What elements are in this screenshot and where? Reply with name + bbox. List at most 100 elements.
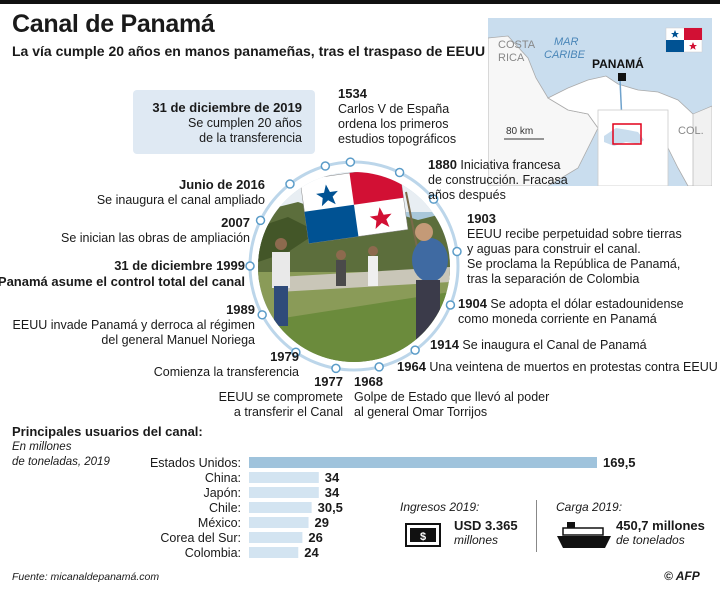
income-stat: Ingresos 2019: [400, 500, 479, 514]
event-1989: 1989 EEUU invade Panamá y derroca al rég… [13, 302, 255, 348]
event-2016: Junio de 2016 Se inaugura el canal ampli… [97, 177, 265, 208]
bar-category-label: México: [198, 516, 241, 530]
event-text: Se inaugura el Canal de Panamá [462, 338, 647, 352]
stats-divider [536, 500, 537, 552]
panama-flag-icon [665, 27, 703, 53]
map-scale-label: 80 km [506, 126, 533, 137]
map-colombia [692, 105, 712, 186]
map-label-caribe: CARIBE [544, 49, 586, 61]
timeline-dot [410, 345, 420, 355]
source-note: Fuente: micanaldepanamá.com [12, 571, 160, 583]
map-city-marker [618, 73, 626, 81]
cargo-unit: de tonelados [616, 533, 685, 547]
event-text: Golpe de Estado que llevó al poder al gen… [354, 390, 550, 419]
event-text: Carlos V de España ordena los primeros est… [338, 102, 457, 146]
event-1968: 1968 Golpe de Estado que llevó al poder a… [354, 374, 549, 420]
highlight-2019-box [133, 90, 315, 154]
timeline-dot [245, 261, 255, 271]
timeline-dot [255, 215, 266, 226]
users-unit-line1: En millones [12, 441, 72, 453]
bar-category-label: Corea del Sur: [160, 531, 241, 545]
timeline-dot [331, 363, 341, 374]
timeline-dot [394, 167, 405, 178]
timeline-dot [445, 300, 456, 310]
timeline-dot [345, 157, 356, 167]
map-label-panama: PANAMÁ [592, 56, 644, 71]
bar-value-label: 34 [325, 485, 340, 500]
svg-text:$: $ [420, 531, 426, 543]
money-icon: $ [405, 523, 441, 547]
map-label-rica: RICA [498, 52, 525, 64]
event-text: Se cumplen 20 años de la transferencia [188, 116, 302, 145]
bar-category-label: Japón: [203, 486, 241, 500]
event-1964: 1964 Una veintena de muertos en protesta… [397, 359, 718, 375]
event-year: 1904 [458, 296, 487, 311]
event-text: Se inician las obras de ampliación [61, 231, 250, 245]
bar [249, 457, 597, 468]
income-label: Ingresos 2019: [400, 500, 480, 514]
event-text: Se inaugura el canal ampliado [96, 193, 265, 207]
bar-category-label: China: [205, 471, 241, 485]
cargo-label: Carga 2019: [556, 500, 623, 514]
event-2019: 31 de diciembre de 2019 Se cumplen 20 añ… [152, 100, 302, 146]
event-year: 31 de diciembre de 2019 [152, 100, 302, 115]
event-1903: 1903 EEUU recibe perpetuidad sobre tierr… [467, 211, 682, 287]
timeline-dot [320, 161, 331, 171]
event-year: 31 de diciembre 1999 [114, 258, 245, 273]
event-year: 1979 [270, 349, 299, 364]
bar-value-label: 30,5 [318, 500, 343, 515]
event-text: EEUU invade Panamá y derroca al régimen d… [12, 318, 255, 347]
bar [249, 547, 299, 558]
panama-map: COSTA RICA MAR CARIBE PANAMÁ COL. 80 km [488, 18, 712, 186]
map-label-colombia: COL. [678, 125, 704, 137]
timeline-dot [257, 310, 267, 320]
timeline-dot [452, 246, 462, 257]
map-inset [597, 109, 669, 186]
ship-icon [557, 522, 611, 548]
event-1880: 1880 Iniciativa francesa de construcción.… [428, 157, 568, 203]
event-text: EEUU se compromete a transferir el Canal [218, 390, 343, 419]
cargo-value-line: 450,7 millones [616, 518, 705, 533]
bar [249, 532, 303, 543]
event-year: 1534 [338, 86, 367, 101]
bar-value-label: 24 [304, 545, 319, 560]
map-label-costa: COSTA [498, 39, 536, 51]
bar-value-label: 34 [325, 470, 340, 485]
event-text: Se adopta el dólar estadounidense como mo… [458, 297, 684, 326]
timeline-dot [285, 179, 295, 189]
income-value: USD 3.365 [454, 518, 518, 533]
bar [249, 517, 309, 528]
event-1979: 1979 Comienza la transferencia [154, 349, 299, 380]
event-text: Comienza la transferencia [153, 365, 299, 379]
map-inset-frame [612, 123, 642, 145]
top-rule [0, 0, 720, 4]
page-subtitle: La vía cumple 20 años en manos panameñas… [12, 43, 486, 59]
map-inset-country [604, 128, 644, 146]
event-year: Junio de 2016 [179, 177, 265, 192]
event-text: Iniciativa francesa de construcción. Frac… [428, 158, 568, 202]
afp-credit: © AFP [664, 569, 700, 583]
map-label-mar: MAR [554, 36, 579, 48]
cargo-stat: Carga 2019: [556, 500, 622, 514]
cargo-value: 450,7 millones [616, 518, 705, 533]
event-1999: 31 de diciembre 1999 Panamá asume el con… [0, 258, 245, 290]
event-year: 2007 [221, 215, 250, 230]
page-title: Canal de Panamá [12, 10, 215, 38]
timeline-dot [428, 194, 439, 204]
bar [249, 502, 312, 513]
bar-value-label: 169,5 [603, 455, 636, 470]
timeline-ring [245, 157, 462, 374]
event-text: Una veintena de muertos en protestas con… [429, 360, 718, 374]
bar-category-label: Chile: [209, 501, 241, 515]
users-unit-line2: de toneladas, 2019 [12, 456, 110, 468]
users-unit: En millones de toneladas, 2019 [12, 440, 110, 470]
event-year: 1989 [226, 302, 255, 317]
bar-category-label: Colombia: [185, 546, 241, 560]
event-1904: 1904 Se adopta el dólar estadounidense co… [458, 296, 684, 327]
bar-value-label: 26 [308, 530, 322, 545]
income-value-block: USD 3.365 millones [454, 518, 518, 547]
timeline-ring-line [248, 160, 460, 372]
event-year: 1903 [467, 211, 496, 226]
event-year: 1964 [397, 359, 426, 374]
event-1914: 1914 Se inaugura el Canal de Panamá [430, 337, 647, 353]
